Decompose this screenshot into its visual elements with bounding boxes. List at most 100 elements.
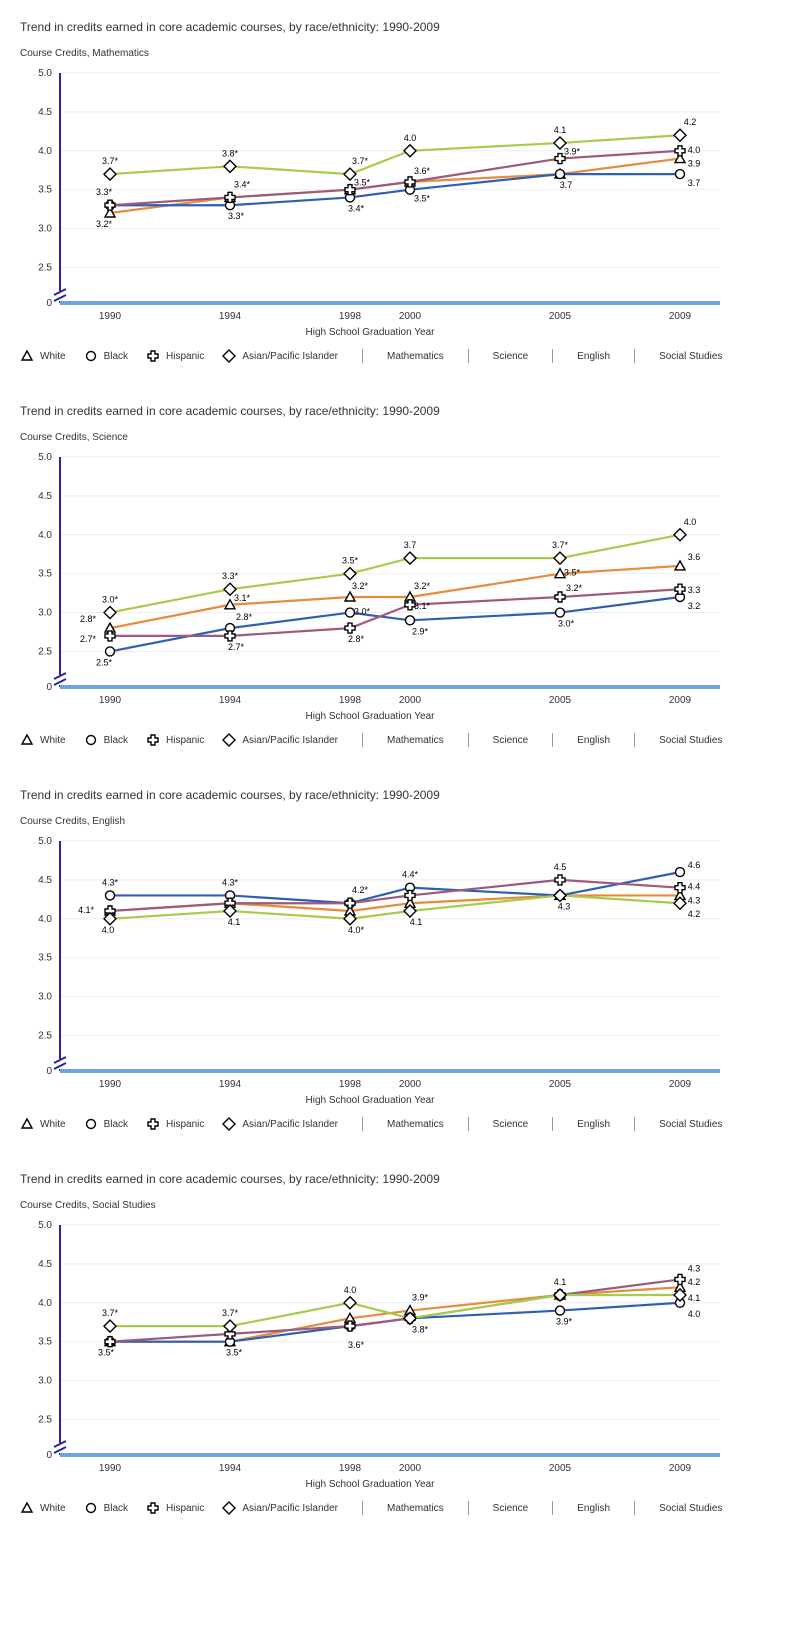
svg-text:4.3*: 4.3* — [102, 877, 119, 887]
svg-text:2.8*: 2.8* — [236, 612, 253, 622]
svg-text:3.6: 3.6 — [688, 552, 701, 562]
legend-subject-social-studies[interactable]: Social Studies — [659, 1119, 722, 1130]
series-line-black — [110, 597, 680, 651]
svg-text:1994: 1994 — [219, 1079, 242, 1090]
svg-text:4.2: 4.2 — [688, 909, 701, 919]
legend-subject-science[interactable]: Science — [493, 1503, 529, 1514]
svg-text:3.7: 3.7 — [404, 540, 417, 550]
svg-text:0: 0 — [46, 1066, 52, 1077]
svg-text:3.2*: 3.2* — [566, 583, 583, 593]
svg-text:3.7*: 3.7* — [102, 1308, 119, 1318]
svg-text:4.0: 4.0 — [38, 530, 52, 541]
legend-subject-english[interactable]: English — [577, 351, 610, 362]
y-axis-subtitle: Course Credits, English — [20, 816, 780, 827]
svg-text:3.5*: 3.5* — [354, 178, 371, 188]
y-axis-subtitle: Course Credits, Science — [20, 432, 780, 443]
chart-plot-area: 2.53.03.54.04.55.003.0*2.8*2.7*2.5*3.3*3… — [20, 449, 720, 709]
chart-panel-0: Trend in credits earned in core academic… — [20, 20, 780, 364]
legend-series-asian-pacific-islander: Asian/Pacific Islander — [222, 732, 338, 748]
svg-text:3.5*: 3.5* — [226, 1348, 243, 1358]
svg-text:3.5*: 3.5* — [342, 556, 359, 566]
svg-text:3.3*: 3.3* — [96, 187, 113, 197]
chart-title: Trend in credits earned in core academic… — [20, 20, 780, 34]
svg-text:2009: 2009 — [669, 1079, 692, 1090]
svg-text:1998: 1998 — [339, 695, 362, 706]
svg-text:1998: 1998 — [339, 1079, 362, 1090]
svg-text:2.8*: 2.8* — [80, 614, 97, 624]
legend-subject-mathematics[interactable]: Mathematics — [387, 1503, 444, 1514]
svg-text:2005: 2005 — [549, 311, 572, 322]
series-line-asian-pacific-islander — [110, 895, 680, 918]
svg-text:3.5*: 3.5* — [414, 194, 431, 204]
svg-text:1990: 1990 — [99, 311, 122, 322]
legend-series-hispanic: Hispanic — [146, 1500, 204, 1516]
chart-title: Trend in credits earned in core academic… — [20, 788, 780, 802]
legend-series-white: White — [20, 1500, 66, 1516]
legend-subject-english[interactable]: English — [577, 735, 610, 746]
legend-subject-social-studies[interactable]: Social Studies — [659, 1503, 722, 1514]
svg-text:3.3*: 3.3* — [222, 571, 239, 581]
svg-text:3.1*: 3.1* — [414, 601, 431, 611]
svg-text:3.2: 3.2 — [688, 601, 701, 611]
svg-text:2009: 2009 — [669, 311, 692, 322]
svg-text:1998: 1998 — [339, 311, 362, 322]
svg-text:3.5: 3.5 — [38, 185, 52, 196]
svg-text:2.5*: 2.5* — [96, 657, 113, 667]
svg-text:3.0: 3.0 — [38, 608, 52, 619]
svg-text:3.5*: 3.5* — [564, 568, 581, 578]
legend-series-black: Black — [84, 1116, 128, 1132]
svg-text:0: 0 — [46, 298, 52, 309]
chart-title: Trend in credits earned in core academic… — [20, 1172, 780, 1186]
svg-text:3.3*: 3.3* — [228, 211, 245, 221]
svg-text:5.0: 5.0 — [38, 1220, 52, 1231]
svg-text:4.0: 4.0 — [688, 145, 701, 155]
legend-subject-social-studies[interactable]: Social Studies — [659, 735, 722, 746]
svg-text:4.0: 4.0 — [344, 1285, 357, 1295]
svg-text:2009: 2009 — [669, 1463, 692, 1474]
legend-subject-english[interactable]: English — [577, 1503, 610, 1514]
svg-text:4.3: 4.3 — [558, 901, 571, 911]
legend-subject-science[interactable]: Science — [493, 351, 529, 362]
legend-subject-social-studies[interactable]: Social Studies — [659, 351, 722, 362]
svg-text:3.2*: 3.2* — [96, 219, 113, 229]
svg-text:3.3: 3.3 — [688, 585, 701, 595]
svg-text:2.7*: 2.7* — [228, 642, 245, 652]
svg-text:2.7*: 2.7* — [80, 634, 97, 644]
legend-series-white: White — [20, 1116, 66, 1132]
legend-series-hispanic: Hispanic — [146, 348, 204, 364]
legend-subject-english[interactable]: English — [577, 1119, 610, 1130]
svg-text:4.0*: 4.0* — [348, 925, 365, 935]
svg-text:4.2: 4.2 — [688, 1277, 701, 1287]
svg-text:1994: 1994 — [219, 695, 242, 706]
y-axis-subtitle: Course Credits, Mathematics — [20, 48, 780, 59]
svg-text:3.7*: 3.7* — [222, 1308, 239, 1318]
svg-text:5.0: 5.0 — [38, 68, 52, 79]
legend-series-white: White — [20, 348, 66, 364]
svg-text:4.5: 4.5 — [38, 1259, 52, 1270]
svg-text:2.5: 2.5 — [38, 1030, 52, 1041]
svg-text:3.7: 3.7 — [688, 178, 701, 188]
chart-legend: WhiteBlackHispanicAsian/Pacific Islander… — [20, 1116, 780, 1132]
svg-text:4.1: 4.1 — [554, 125, 567, 135]
series-line-hispanic — [110, 1279, 680, 1341]
svg-text:3.7: 3.7 — [560, 180, 573, 190]
svg-text:1994: 1994 — [219, 1463, 242, 1474]
svg-text:4.2*: 4.2* — [352, 885, 369, 895]
series-line-asian-pacific-islander — [110, 1295, 680, 1326]
svg-text:3.7*: 3.7* — [352, 156, 369, 166]
svg-text:3.8*: 3.8* — [222, 148, 239, 158]
svg-text:4.3*: 4.3* — [222, 877, 239, 887]
svg-text:2.5: 2.5 — [38, 646, 52, 657]
chart-plot-area: 2.53.03.54.04.55.003.7*3.5*3.7*3.5*4.03.… — [20, 1217, 720, 1477]
svg-text:3.9: 3.9 — [688, 159, 701, 169]
legend-subject-science[interactable]: Science — [493, 735, 529, 746]
svg-text:4.4: 4.4 — [688, 882, 701, 892]
svg-text:5.0: 5.0 — [38, 836, 52, 847]
legend-subject-mathematics[interactable]: Mathematics — [387, 1119, 444, 1130]
chart-plot-area: 2.53.03.54.04.55.004.3*4.1*4.04.3*4.14.2… — [20, 833, 720, 1093]
legend-subject-mathematics[interactable]: Mathematics — [387, 735, 444, 746]
svg-text:1990: 1990 — [99, 695, 122, 706]
x-axis-label: High School Graduation Year — [20, 711, 720, 722]
legend-subject-science[interactable]: Science — [493, 1119, 529, 1130]
legend-subject-mathematics[interactable]: Mathematics — [387, 351, 444, 362]
